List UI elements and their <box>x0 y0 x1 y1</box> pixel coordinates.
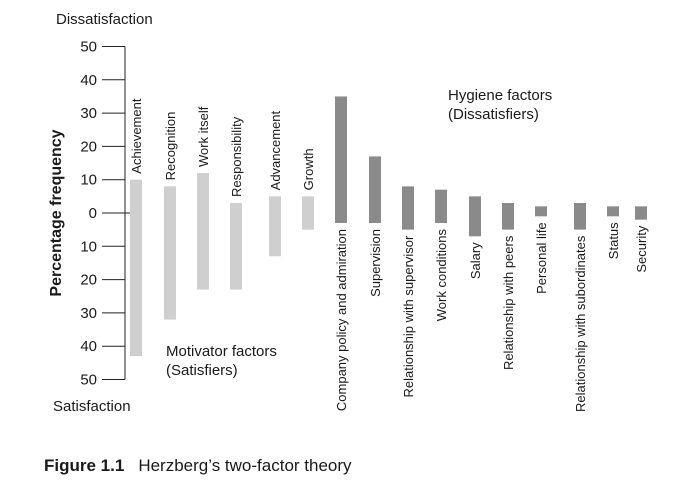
bar-label: Achievement <box>129 98 144 174</box>
bar-label: Growth <box>301 148 316 190</box>
dissatisfaction-label: Dissatisfaction <box>56 11 153 28</box>
bar-salary <box>469 196 481 237</box>
bar-label: Responsibility <box>229 116 244 197</box>
y-tick-label: 0 <box>89 205 97 222</box>
bar-relationship-with-peers <box>502 203 514 230</box>
bar-personal-life <box>535 206 547 217</box>
bar-label: Supervision <box>368 229 383 297</box>
bar-advancement <box>269 196 281 257</box>
bar-work-conditions <box>435 189 447 223</box>
bar-label: Relationship with supervisor <box>401 235 416 398</box>
bar-label: Recognition <box>163 112 178 181</box>
y-tick-label: 10 <box>80 238 97 255</box>
figure-label: Figure 1.1 <box>44 456 125 475</box>
y-tick-label: 30 <box>80 105 97 122</box>
bar-responsibility <box>230 203 242 290</box>
bar-label: Security <box>634 225 649 272</box>
bar-label: Salary <box>468 242 483 279</box>
bar-relationship-with-subordinates <box>574 203 586 230</box>
y-tick-label: 40 <box>80 72 97 89</box>
satisfiers-label: (Satisfiers) <box>166 362 238 379</box>
y-tick-label: 20 <box>80 138 97 155</box>
hygiene-factors-label: Hygiene factors <box>448 87 552 104</box>
figure-caption-text: Herzberg’s two-factor theory <box>138 456 352 475</box>
bar-relationship-with-supervisor <box>402 186 414 230</box>
y-tick-label: 20 <box>80 272 97 289</box>
bar-recognition <box>164 186 176 320</box>
bar-label: Relationship with peers <box>501 235 516 370</box>
y-tick-label: 50 <box>80 39 97 56</box>
bar-label: Work conditions <box>434 228 449 321</box>
bar-label: Advancement <box>268 110 283 190</box>
motivator-factors-label: Motivator factors <box>166 343 277 360</box>
y-axis-label: Percentage frequency <box>48 129 65 296</box>
bar-label: Work itself <box>196 106 211 167</box>
herzberg-chart: 50 40 30 20 10 0 10 20 30 40 50 Percentage frequenc… <box>48 11 649 415</box>
y-tick-label: 50 <box>80 372 97 389</box>
bar-supervision <box>369 156 381 223</box>
bar-label: Company policy and admiration <box>334 229 349 411</box>
y-tick-label: 40 <box>80 338 97 355</box>
bar-achievement <box>130 179 142 357</box>
y-tick-label: 10 <box>80 172 97 189</box>
bar-security <box>635 206 647 220</box>
bar-work-itself <box>197 173 209 290</box>
y-tick-label: 30 <box>80 305 97 322</box>
bar-label: Personal life <box>534 222 549 294</box>
bar-label: Relationship with subordinates <box>573 235 588 412</box>
satisfaction-label: Satisfaction <box>53 398 131 415</box>
bar-growth <box>302 196 314 230</box>
bar-company-policy-and-admiration <box>335 96 347 223</box>
figure-caption: Figure 1.1 Herzberg’s two-factor theory <box>44 456 352 476</box>
bar-status <box>607 206 619 217</box>
bar-label: Status <box>606 222 621 259</box>
dissatisfiers-label: (Dissatisfiers) <box>448 106 539 123</box>
